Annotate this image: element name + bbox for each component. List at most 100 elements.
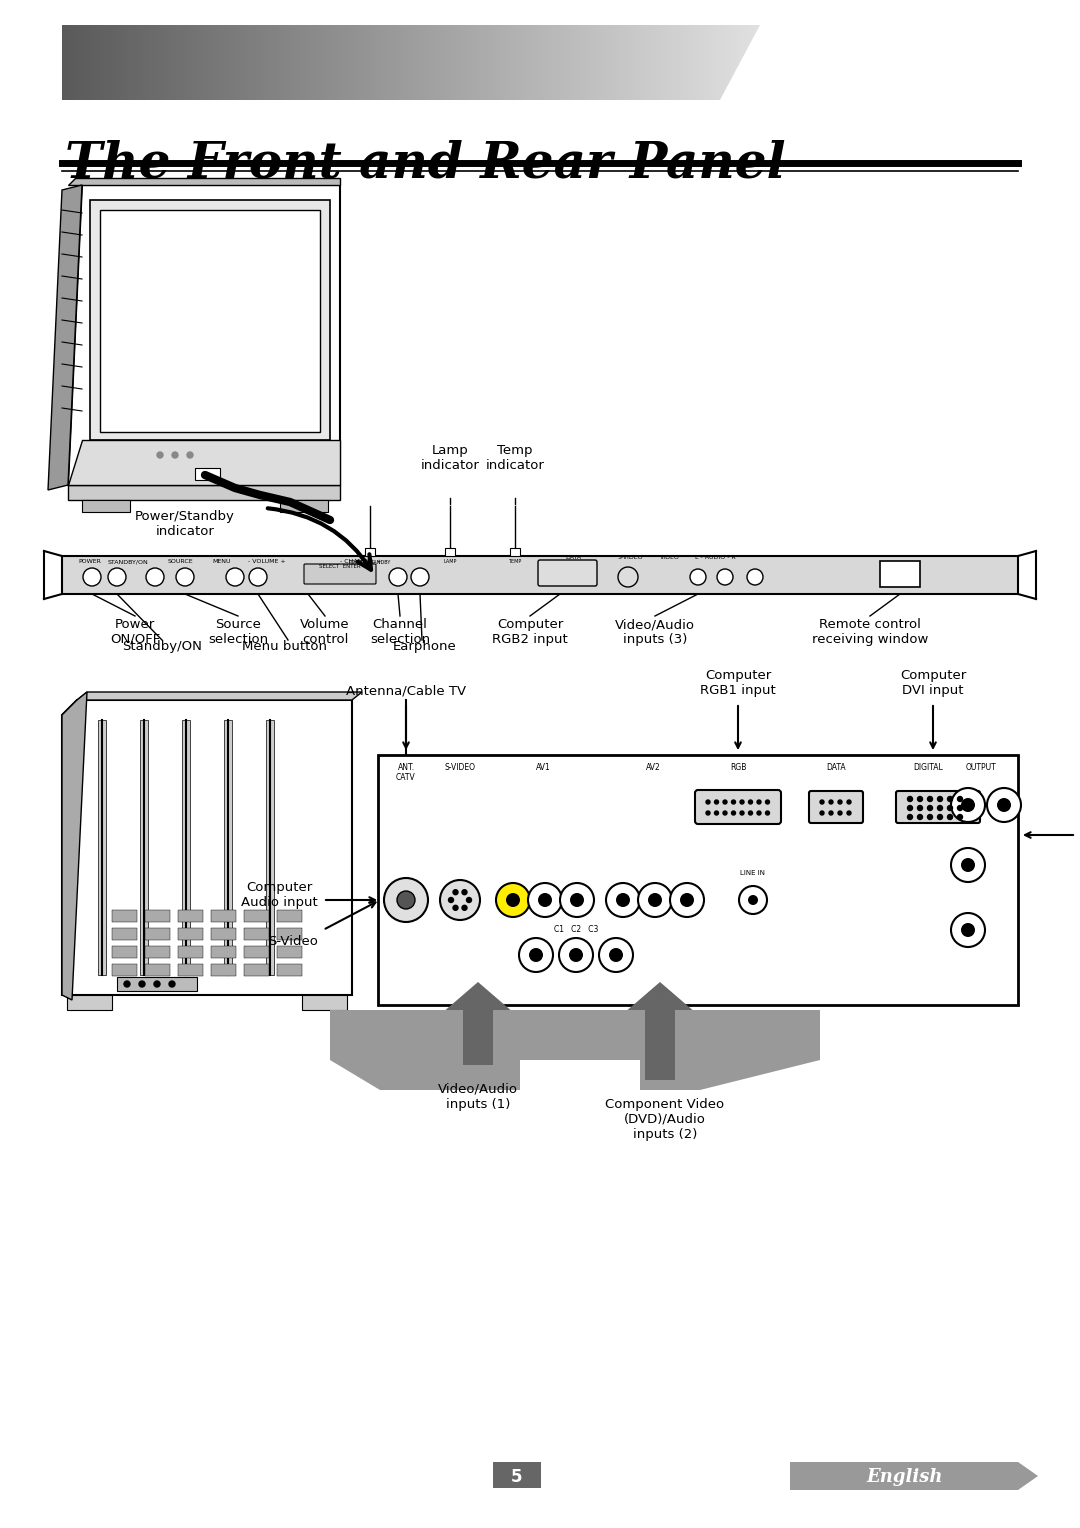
Circle shape <box>538 892 552 908</box>
Polygon shape <box>230 24 232 99</box>
Circle shape <box>740 811 744 814</box>
Polygon shape <box>497 24 499 99</box>
Text: Channel
selection: Channel selection <box>370 617 430 646</box>
Circle shape <box>448 897 454 903</box>
Circle shape <box>561 883 594 917</box>
Polygon shape <box>111 24 113 99</box>
Polygon shape <box>469 24 472 99</box>
Bar <box>244 946 269 958</box>
Polygon shape <box>678 24 680 99</box>
Polygon shape <box>648 24 650 99</box>
Polygon shape <box>204 24 206 99</box>
Polygon shape <box>194 24 197 99</box>
Polygon shape <box>197 24 200 99</box>
Polygon shape <box>732 24 734 99</box>
Polygon shape <box>744 24 746 99</box>
Text: Temp
indicator: Temp indicator <box>486 445 544 472</box>
Polygon shape <box>164 24 166 99</box>
Text: Computer
Audio input: Computer Audio input <box>241 882 318 909</box>
Polygon shape <box>527 24 529 99</box>
Polygon shape <box>148 24 150 99</box>
FancyBboxPatch shape <box>303 564 376 584</box>
Polygon shape <box>700 24 702 99</box>
Polygon shape <box>537 24 539 99</box>
Polygon shape <box>583 24 585 99</box>
Polygon shape <box>599 24 602 99</box>
Polygon shape <box>402 24 404 99</box>
Circle shape <box>739 886 767 914</box>
FancyArrow shape <box>446 983 511 1065</box>
Text: TEMP: TEMP <box>509 559 522 564</box>
Circle shape <box>847 801 851 804</box>
Polygon shape <box>267 24 269 99</box>
Polygon shape <box>481 24 483 99</box>
Polygon shape <box>190 24 192 99</box>
Bar <box>211 911 237 921</box>
Text: Computer
RGB1 input: Computer RGB1 input <box>700 669 775 697</box>
Polygon shape <box>158 24 160 99</box>
Polygon shape <box>748 24 751 99</box>
Polygon shape <box>257 24 260 99</box>
Polygon shape <box>483 24 485 99</box>
Text: Video/Audio
inputs (1): Video/Audio inputs (1) <box>438 1083 518 1111</box>
Polygon shape <box>627 24 630 99</box>
Polygon shape <box>720 24 1080 99</box>
Polygon shape <box>737 24 739 99</box>
Polygon shape <box>634 24 637 99</box>
FancyArrow shape <box>627 983 692 1080</box>
Polygon shape <box>202 24 204 99</box>
Polygon shape <box>611 24 613 99</box>
Polygon shape <box>253 24 255 99</box>
Polygon shape <box>718 24 720 99</box>
Polygon shape <box>392 24 394 99</box>
Polygon shape <box>262 24 265 99</box>
Text: - CHANNEL +: - CHANNEL + <box>340 559 381 564</box>
Polygon shape <box>616 24 618 99</box>
Polygon shape <box>711 24 714 99</box>
Polygon shape <box>411 24 414 99</box>
Circle shape <box>947 814 953 819</box>
Text: Computer
DVI input: Computer DVI input <box>900 669 967 697</box>
Polygon shape <box>321 24 323 99</box>
Polygon shape <box>670 24 672 99</box>
Polygon shape <box>579 24 581 99</box>
Polygon shape <box>511 24 513 99</box>
Polygon shape <box>455 24 458 99</box>
Polygon shape <box>299 24 301 99</box>
Bar <box>178 946 203 958</box>
Polygon shape <box>357 24 360 99</box>
Polygon shape <box>702 24 704 99</box>
Polygon shape <box>237 24 239 99</box>
Polygon shape <box>332 24 334 99</box>
Circle shape <box>958 805 962 810</box>
Polygon shape <box>549 24 551 99</box>
Circle shape <box>997 798 1011 811</box>
Polygon shape <box>309 24 311 99</box>
Polygon shape <box>546 24 549 99</box>
Circle shape <box>829 811 833 814</box>
Text: AV1: AV1 <box>536 762 551 772</box>
Polygon shape <box>676 24 678 99</box>
Text: L - AUDIO - R: L - AUDIO - R <box>696 555 735 559</box>
Bar <box>276 946 302 958</box>
Circle shape <box>528 883 562 917</box>
Polygon shape <box>162 24 164 99</box>
Circle shape <box>146 568 164 587</box>
Bar <box>378 755 1018 1005</box>
Text: S-VIDEO: S-VIDEO <box>445 762 475 772</box>
Bar <box>178 927 203 940</box>
Polygon shape <box>751 24 753 99</box>
Circle shape <box>928 814 932 819</box>
Polygon shape <box>138 24 141 99</box>
Polygon shape <box>327 24 329 99</box>
Polygon shape <box>442 24 444 99</box>
Bar <box>140 720 148 975</box>
Circle shape <box>529 947 543 963</box>
Circle shape <box>462 905 467 911</box>
Polygon shape <box>734 24 737 99</box>
Polygon shape <box>420 24 422 99</box>
Circle shape <box>411 568 429 587</box>
Polygon shape <box>330 1010 820 1089</box>
Text: DATA: DATA <box>565 555 581 559</box>
Circle shape <box>706 811 710 814</box>
